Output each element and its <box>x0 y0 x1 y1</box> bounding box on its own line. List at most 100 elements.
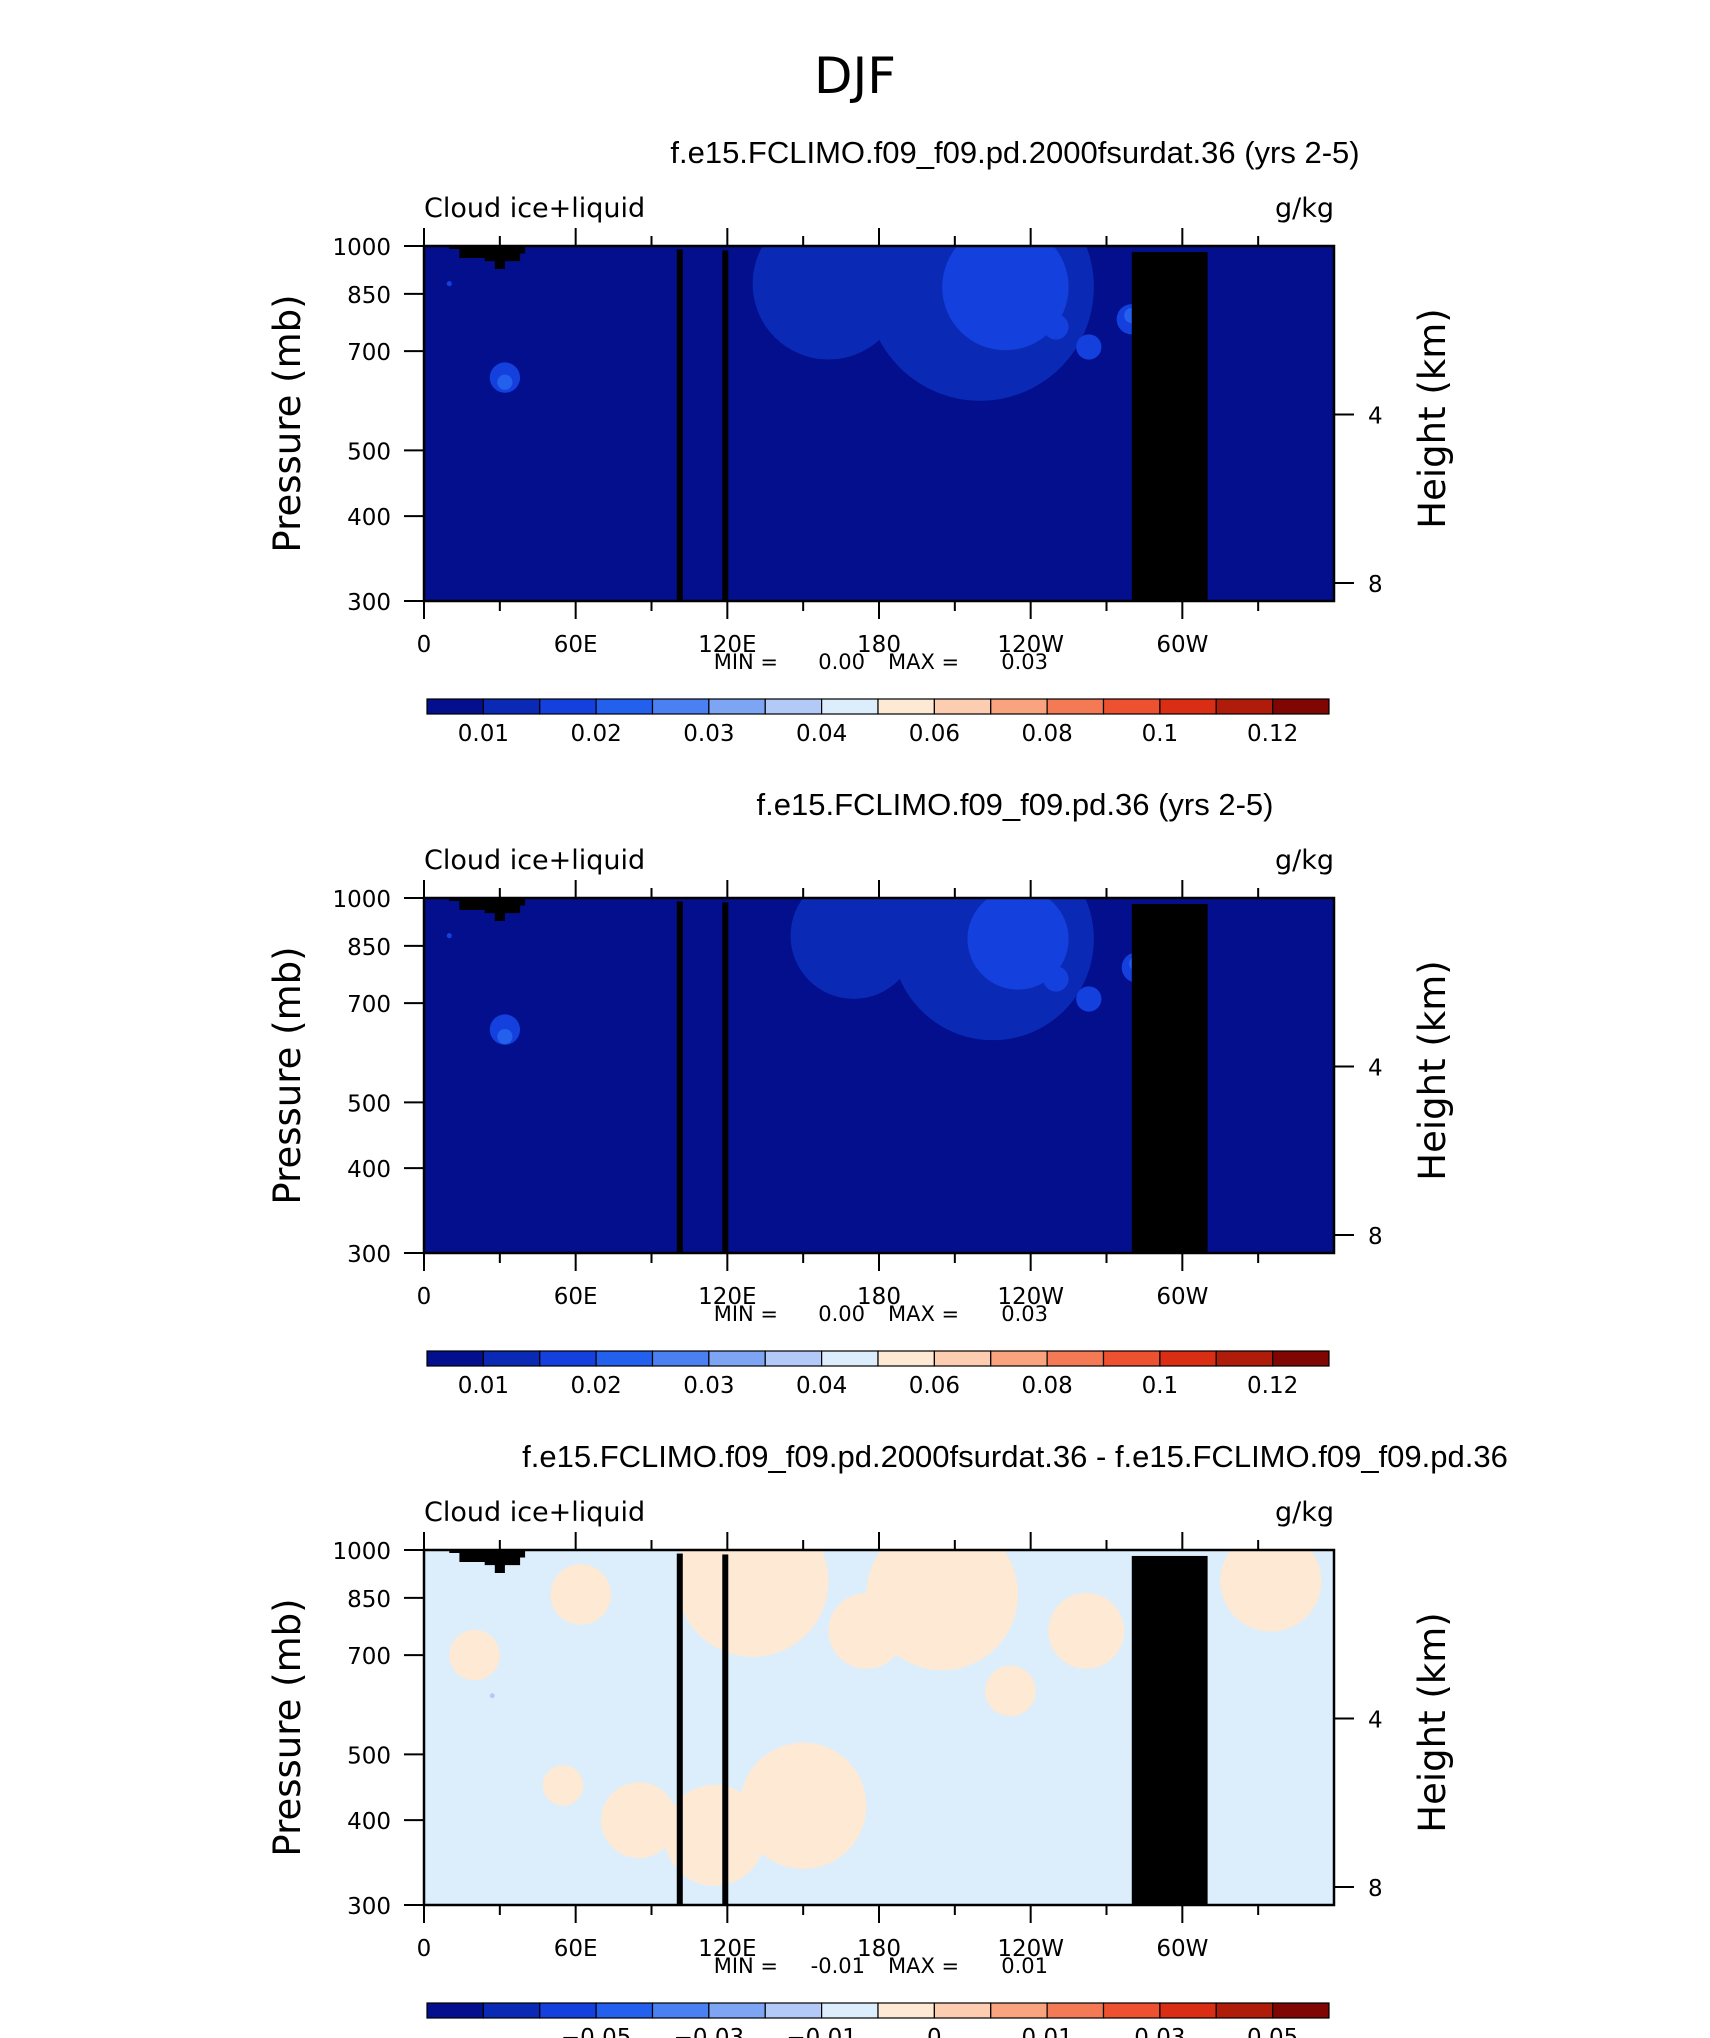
colorbar-swatch <box>764 2002 823 2019</box>
panel-units-label: g/kg <box>1275 193 1334 224</box>
contour-region <box>1076 986 1102 1012</box>
colorbar-swatch <box>651 698 710 715</box>
colorbar-label: 0.03 <box>683 721 734 747</box>
colorbar-label: 0.02 <box>571 1373 622 1399</box>
y-axis-label-right: Height (km) <box>1411 1612 1454 1832</box>
y-tick-label: 300 <box>347 1242 391 1268</box>
colorbar-swatch <box>1272 2002 1330 2019</box>
x-tick-label: 120E <box>698 1284 756 1310</box>
x-tick-label: 120W <box>997 1936 1064 1962</box>
panel-units-label: g/kg <box>1275 845 1334 876</box>
y-tick-label: 1000 <box>332 235 391 261</box>
contour-region <box>967 898 1069 990</box>
topography-mask <box>449 246 526 269</box>
colorbar-swatch <box>595 2002 654 2019</box>
contour-region <box>1048 1593 1125 1669</box>
min-value: -0.01 <box>811 1954 865 1978</box>
colorbar-label: 0.01 <box>458 721 509 747</box>
colorbar-swatch <box>1159 1350 1217 1367</box>
colorbar-swatch <box>1046 698 1105 715</box>
topography-mask <box>449 1550 526 1573</box>
panel-variable-label: Cloud ice+liquid <box>424 193 645 224</box>
colorbar-label: 0.06 <box>909 1373 960 1399</box>
contour-region <box>790 898 917 999</box>
colorbar-swatch <box>708 698 766 715</box>
contour-region <box>542 1765 584 1806</box>
panel-title: f.e15.FCLIMO.f09_f09.pd.36 (yrs 2-5) <box>757 787 1274 822</box>
y-axis-label: Pressure (mb) <box>266 1598 309 1856</box>
contour-region <box>676 1550 829 1657</box>
colorbar-label: 0.03 <box>1134 2025 1185 2038</box>
colorbar-label: 0.08 <box>1022 721 1073 747</box>
contour-region <box>942 246 1069 351</box>
x-tick-label: 60W <box>1156 632 1208 658</box>
colorbar-swatch <box>764 1350 823 1367</box>
right-tick-label: 4 <box>1368 403 1383 429</box>
contour-region <box>739 1742 867 1869</box>
colorbar-swatch <box>933 1350 992 1367</box>
colorbar-label: 0.12 <box>1247 1373 1298 1399</box>
colorbar-swatch <box>877 2002 935 2019</box>
contour-region <box>664 1784 766 1886</box>
min-label: MIN = <box>714 650 778 674</box>
x-tick-label: 60W <box>1156 1936 1208 1962</box>
topography-mask <box>722 250 729 601</box>
colorbar-label: 0.06 <box>909 721 960 747</box>
contour-region <box>446 281 452 287</box>
y-tick-label: 400 <box>347 1157 391 1183</box>
x-tick-label: 120E <box>698 632 756 658</box>
y-axis-label-right: Height (km) <box>1411 308 1454 528</box>
y-tick-label: 500 <box>347 1743 391 1769</box>
colorbar-swatch <box>426 1350 484 1367</box>
topography-mask <box>676 249 683 601</box>
colorbar-swatch <box>764 698 823 715</box>
colorbar-swatch <box>539 1350 597 1367</box>
x-tick-label: 180 <box>857 632 901 658</box>
topography-mask <box>1136 1562 1145 1905</box>
y-tick-label: 300 <box>347 590 391 616</box>
colorbar-swatch <box>595 698 654 715</box>
colorbar-swatch <box>877 698 935 715</box>
max-value: 0.03 <box>1001 650 1048 674</box>
y-tick-label: 700 <box>347 340 391 366</box>
colorbar-label: 0.01 <box>458 1373 509 1399</box>
colorbar-label: 0.08 <box>1022 1373 1073 1399</box>
topography-mask <box>722 902 729 1253</box>
right-tick-label: 8 <box>1368 1876 1383 1902</box>
chart-panel-2: f.e15.FCLIMO.f09_f09.pd.36 (yrs 2-5) Clou… <box>266 787 1454 1399</box>
y-tick-label: 700 <box>347 992 391 1018</box>
min-label: MIN = <box>714 1954 778 1978</box>
panel-variable-label: Cloud ice+liquid <box>424 1497 645 1528</box>
contour-region <box>866 1550 1019 1671</box>
panels: f.e15.FCLIMO.f09_f09.pd.2000fsurdat.36 (… <box>266 135 1508 2038</box>
topography-mask <box>1136 258 1145 601</box>
colorbar-swatch <box>595 1350 654 1367</box>
y-tick-label: 850 <box>347 283 391 309</box>
colorbar-label: 0.03 <box>683 1373 734 1399</box>
x-tick-label: 60E <box>554 1936 598 1962</box>
colorbar-swatch <box>539 698 597 715</box>
colorbar-swatch <box>933 698 992 715</box>
topography-mask <box>449 898 526 921</box>
contour-region <box>550 1564 612 1625</box>
colorbar-swatch <box>821 2002 879 2019</box>
max-value: 0.03 <box>1001 1302 1048 1326</box>
colorbar-label: 0.04 <box>796 1373 847 1399</box>
colorbar-swatch <box>1272 698 1330 715</box>
colorbar-label: 0.12 <box>1247 721 1298 747</box>
x-tick-label: 180 <box>857 1936 901 1962</box>
x-tick-label: 0 <box>417 1284 432 1310</box>
colorbar-swatch <box>1215 2002 1274 2019</box>
colorbar-swatch <box>708 2002 766 2019</box>
y-tick-label: 700 <box>347 1644 391 1670</box>
y-tick-label: 850 <box>347 935 391 961</box>
y-axis-label-right: Height (km) <box>1411 960 1454 1180</box>
contour-region <box>752 246 905 360</box>
colorbar-swatch <box>651 1350 710 1367</box>
colorbar-swatch <box>539 2002 597 2019</box>
right-tick-label: 8 <box>1368 572 1383 598</box>
colorbar-swatch <box>1046 2002 1105 2019</box>
colorbar-swatch <box>1159 698 1217 715</box>
colorbar-swatch <box>990 1350 1048 1367</box>
